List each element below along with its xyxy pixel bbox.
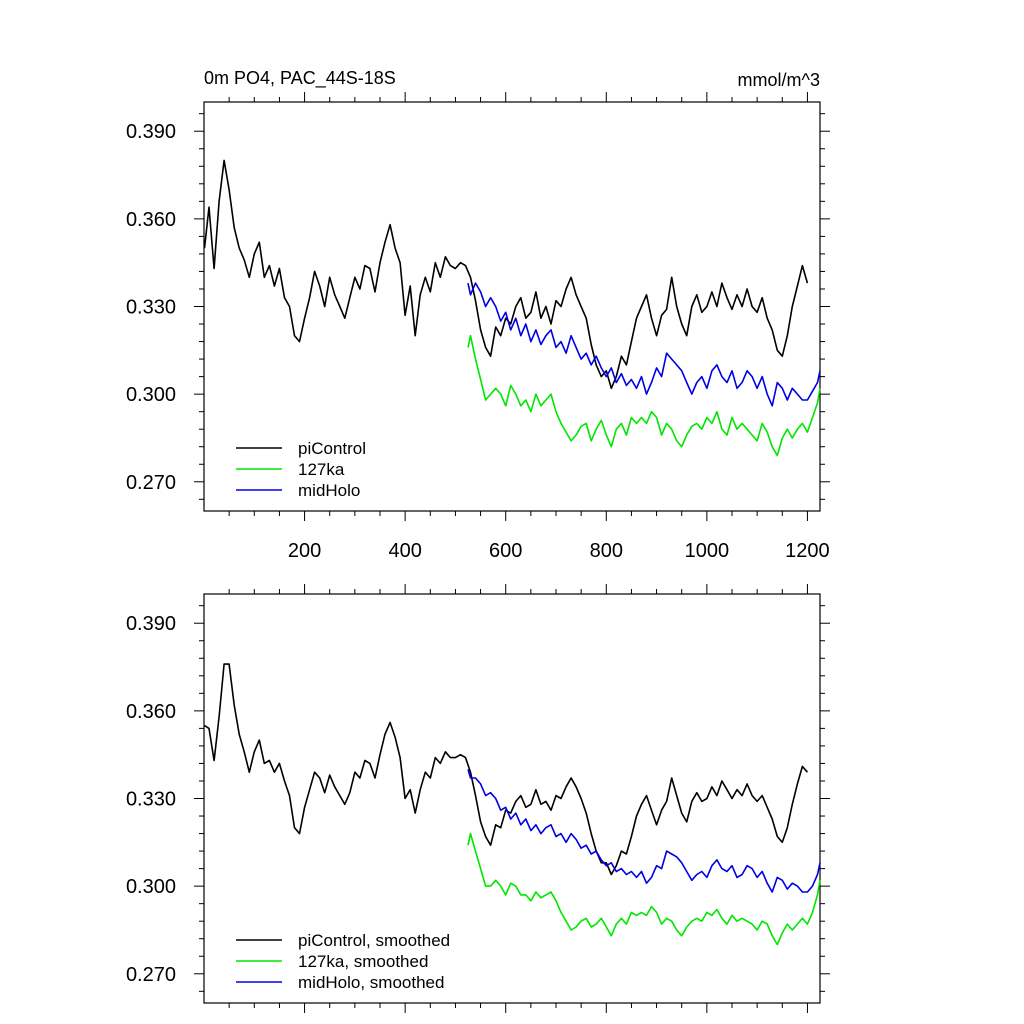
x-tick-label: 200 — [288, 540, 321, 562]
y-tick-label: 0.270 — [126, 964, 176, 986]
y-tick-label: 0.330 — [126, 789, 176, 811]
legend-label: piControl, smoothed — [298, 931, 450, 950]
plot-frame — [203, 593, 821, 1004]
series-line-127ka — [467, 334, 821, 457]
legend-label: piControl — [298, 439, 366, 458]
legend-label: midHolo — [298, 481, 360, 500]
legend-label: midHolo, smoothed — [298, 973, 444, 992]
x-tick-label: 600 — [489, 540, 522, 562]
y-tick-label: 0.390 — [126, 613, 176, 635]
y-tick-label: 0.270 — [126, 472, 176, 494]
y-tick-label: 0.360 — [126, 701, 176, 723]
y-tick-label: 0.300 — [126, 384, 176, 406]
y-tick-label: 0.390 — [126, 121, 176, 143]
y-tick-label: 0.330 — [126, 297, 176, 319]
y-tick-label: 0.300 — [126, 876, 176, 898]
plot-frame — [203, 101, 821, 512]
legend-label: 127ka, smoothed — [298, 952, 428, 971]
x-tick-label: 400 — [388, 540, 421, 562]
series-line-midholo-smoothed — [467, 769, 821, 893]
y-tick-label: 0.360 — [126, 209, 176, 231]
chart-panel-2: 0.270 0.300 0.330 0.360 0.390 piControl, smoo… — [126, 584, 830, 1013]
x-tick-label: 800 — [590, 540, 623, 562]
chart-panel-1: 200 400 600 800 1000 1200 0.270 0.300 0.330 0.360… — [126, 92, 830, 562]
series-line-midholo — [467, 282, 821, 407]
legend-label: 127ka — [298, 460, 345, 479]
x-tick-label: 1200 — [785, 540, 830, 562]
chart-units: mmol/m^3 — [738, 70, 820, 90]
series-line-picontrol — [203, 159, 809, 390]
chart-title: 0m PO4, PAC_44S-18S — [204, 68, 396, 89]
series-line-127ka-smoothed — [467, 832, 821, 946]
series-line-picontrol-smoothed — [204, 663, 809, 876]
x-tick-label: 1000 — [685, 540, 730, 562]
